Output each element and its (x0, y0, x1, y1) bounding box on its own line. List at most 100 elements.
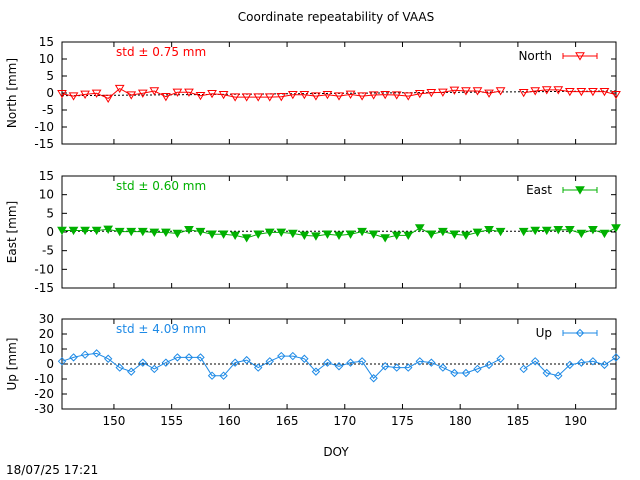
chart-title: Coordinate repeatability of VAAS (238, 10, 435, 24)
data-point (554, 371, 563, 380)
data-point (241, 93, 252, 102)
data-point (531, 357, 540, 366)
data-point (196, 353, 205, 362)
data-point (542, 368, 551, 378)
data-point (80, 90, 90, 99)
y-tick-label: -10 (34, 372, 54, 386)
data-point (311, 232, 321, 241)
data-point (611, 224, 621, 233)
data-point (230, 358, 240, 367)
data-point (300, 354, 309, 363)
data-point (368, 91, 379, 100)
data-point (611, 353, 621, 362)
y-tick-label: -10 (34, 262, 54, 276)
data-point (599, 229, 610, 239)
x-tick-label: 170 (333, 414, 356, 428)
std-annotation: std ± 0.60 mm (116, 179, 206, 193)
data-point (611, 91, 621, 100)
data-point (173, 353, 182, 362)
data-point (126, 227, 137, 237)
data-point (391, 231, 402, 240)
data-point (137, 89, 148, 98)
data-point (588, 87, 598, 97)
data-point (69, 353, 78, 362)
data-point (473, 364, 482, 374)
data-point (461, 87, 471, 96)
data-point (184, 353, 194, 362)
data-point (577, 358, 586, 367)
data-point (277, 351, 286, 361)
data-point (114, 84, 125, 94)
y-tick-label: 5 (46, 69, 54, 83)
data-point (172, 88, 183, 97)
panels: 15 10 5 0 -5 -10 -15 North [mm] std ± 0.75 mm Nor… (5, 35, 621, 428)
y-tick-label: 15 (39, 35, 54, 49)
data-point (91, 89, 102, 98)
data-point (484, 226, 494, 235)
data-point (426, 230, 437, 239)
data-point (230, 93, 240, 102)
data-point (68, 92, 79, 101)
data-point (299, 91, 310, 100)
data-point (357, 92, 367, 101)
y-tick-label: 10 (39, 188, 54, 202)
legend-marker (575, 52, 585, 61)
data-point (57, 89, 67, 99)
x-tick-label: 190 (564, 414, 587, 428)
std-annotation: std ± 4.09 mm (116, 322, 206, 336)
data-point (519, 364, 528, 374)
data-point (357, 227, 367, 237)
data-point (138, 358, 147, 367)
data-point (150, 364, 159, 374)
y-axis-label: East [mm] (5, 201, 19, 263)
data-point (114, 227, 125, 237)
data-point (80, 226, 90, 236)
y-axis-label: North [mm] (5, 58, 19, 128)
data-point (115, 363, 124, 372)
data-point (564, 87, 575, 97)
data-point (207, 89, 217, 99)
data-point (415, 357, 424, 366)
data-point (80, 350, 90, 359)
series-line-north (61, 87, 617, 99)
data-point (323, 358, 332, 367)
data-point (484, 360, 494, 370)
legend-label: North (518, 49, 552, 63)
data-point (322, 91, 333, 100)
data-point (380, 234, 391, 243)
data-point (253, 230, 264, 239)
panel-east: 15 10 5 0 -5 -10 -15 East [mm] std ± 0.60 mm East (5, 169, 621, 295)
data-point (57, 226, 67, 236)
data-point (230, 231, 240, 240)
data-point (368, 230, 379, 239)
data-point (127, 367, 136, 376)
y-tick-label: -5 (42, 103, 54, 117)
x-tick-label: 160 (218, 414, 241, 428)
x-tick-label: 150 (102, 414, 125, 428)
data-point (322, 230, 333, 239)
data-point (254, 363, 263, 372)
data-point (276, 93, 287, 102)
y-tick-label: -15 (34, 281, 54, 295)
y-tick-label: 0 (46, 357, 54, 371)
y-tick-label: 30 (39, 312, 54, 326)
y-tick-label: -30 (34, 402, 54, 416)
data-point (172, 229, 183, 239)
data-point (345, 90, 356, 99)
data-point (334, 231, 344, 240)
data-point (403, 92, 414, 101)
data-point (461, 368, 471, 378)
x-tick-label: 185 (506, 414, 529, 428)
data-point (496, 354, 505, 363)
data-point (219, 371, 228, 380)
data-point (565, 360, 575, 370)
data-point (438, 88, 448, 97)
x-tick-label: 165 (276, 414, 299, 428)
data-point (287, 229, 298, 239)
data-point (392, 363, 401, 372)
data-point (103, 94, 114, 104)
data-point (242, 355, 251, 365)
series-line-up (61, 352, 617, 380)
data-point (207, 371, 217, 380)
